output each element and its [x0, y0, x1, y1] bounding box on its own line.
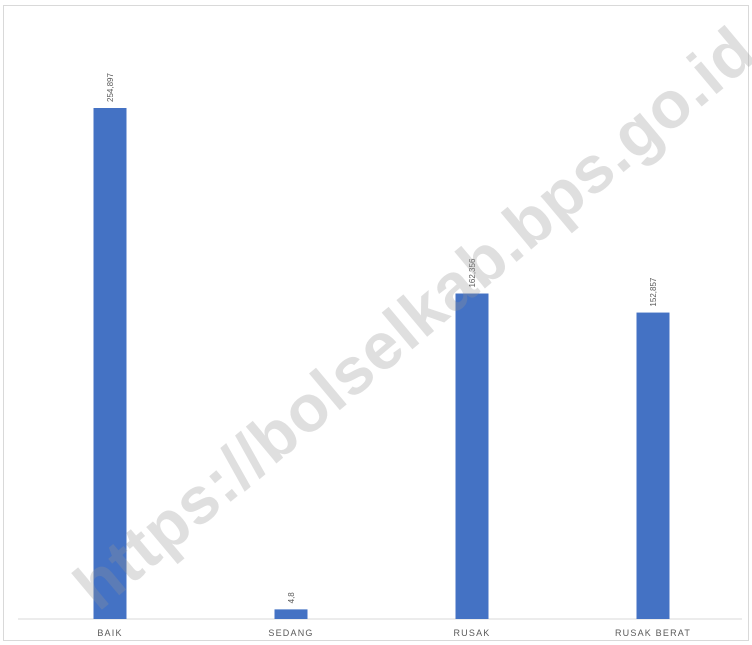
x-tick-label: BAIK — [97, 628, 122, 638]
chart-frame — [3, 5, 749, 641]
x-tick-labels-group: BAIK SEDANG RUSAK RUSAK BERAT — [97, 628, 691, 638]
data-label: 152,857 — [649, 277, 658, 306]
bar-rusak-berat — [636, 312, 670, 619]
bar-sedang — [274, 609, 308, 619]
data-label: 162,356 — [468, 258, 477, 287]
x-tick-label: RUSAK — [453, 628, 490, 638]
bars-group — [93, 108, 670, 619]
bar-baik — [93, 108, 127, 619]
bar-rusak — [455, 293, 489, 619]
data-label: 254,897 — [106, 73, 115, 102]
data-label: 4,8 — [287, 592, 296, 604]
x-tick-label: RUSAK BERAT — [615, 628, 691, 638]
data-labels-group: 254,897 4,8 162,356 152,857 — [106, 73, 658, 604]
x-tick-label: SEDANG — [268, 628, 313, 638]
